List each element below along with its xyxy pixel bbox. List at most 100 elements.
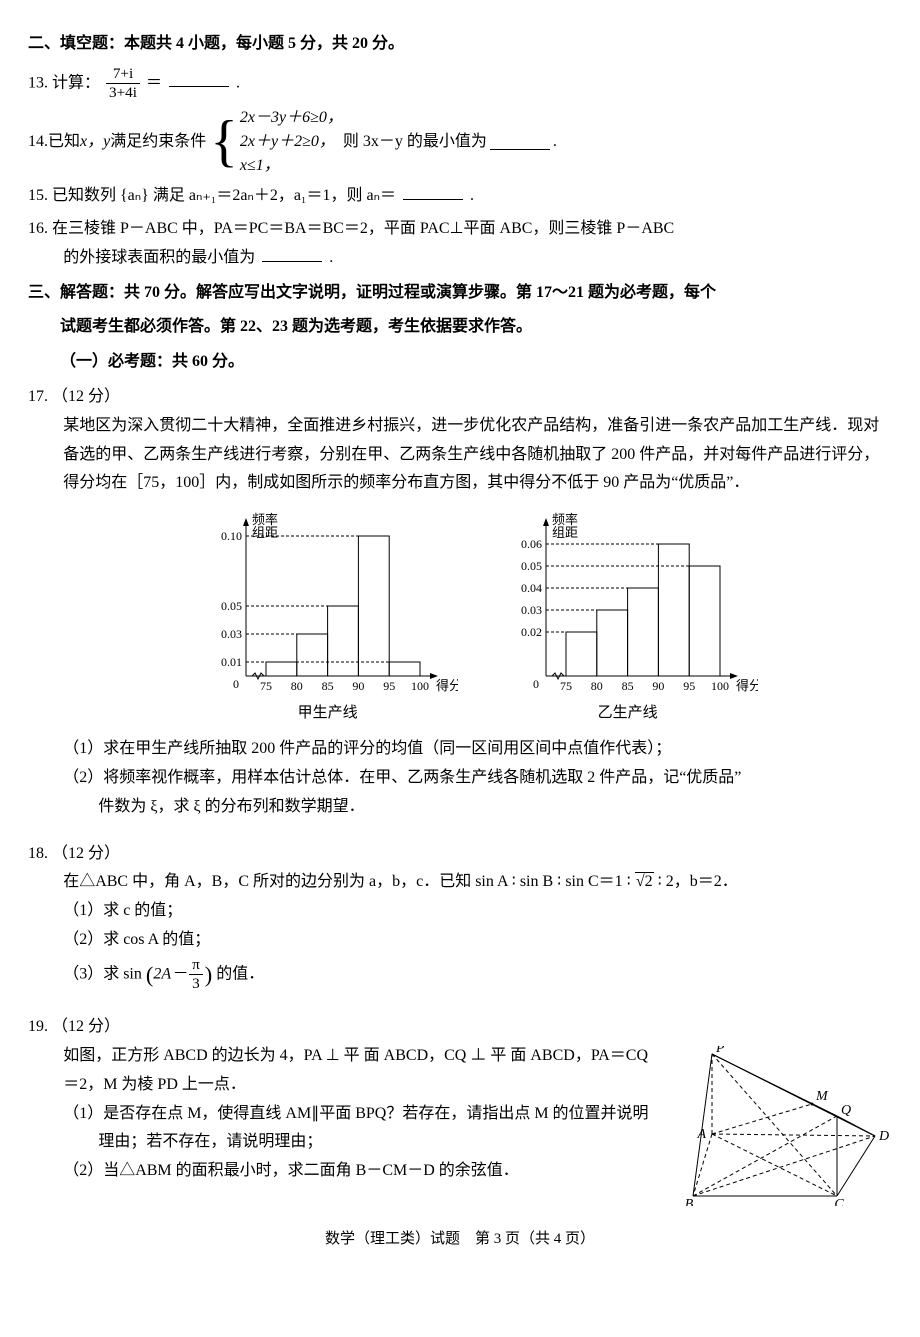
q15-tail: . — [470, 187, 474, 204]
svg-text:C: C — [834, 1197, 844, 1206]
q16: 16. 在三棱锥 P－ABC 中，PA＝PC＝BA＝BC＝2，平面 PAC⊥平面… — [28, 215, 892, 273]
svg-text:0.05: 0.05 — [221, 599, 242, 613]
q13-blank — [169, 71, 229, 87]
section-2-title: 二、填空题：本题共 4 小题，每小题 5 分，共 20 分。 — [28, 30, 892, 59]
svg-text:组距: 组距 — [552, 525, 578, 540]
svg-text:95: 95 — [383, 679, 395, 693]
q17-body: 某地区为深入贯彻二十大精神，全面推进乡村振兴，进一步优化农产品结构，准备引进一条… — [63, 412, 892, 822]
q14-system: { 2x－3y＋6≥0， 2x＋y＋2≥0， x≤1， — [210, 106, 343, 178]
q18-s3-frac-num: π — [189, 956, 203, 975]
q18-p1-a: 在△ABC 中，角 A，B，C 所对的边分别为 a，b，c．已知 sin A ∶… — [63, 873, 635, 890]
chart-jia-svg: 075808590951000.010.030.050.10频率组距得分 — [198, 510, 458, 700]
q18-s3-frac: π3 — [189, 956, 203, 993]
section-3-title-2: 试题考生都必须作答。第 22、23 题为选考题，考生依据要求作答。 — [60, 313, 892, 342]
q18: 18. （12 分） 在△ABC 中，角 A，B，C 所对的边分别为 a，b，c… — [28, 840, 892, 996]
q17-sub1: （1）求在甲生产线所抽取 200 件产品的评分的均值（同一区间用区间中点值作代表… — [63, 735, 892, 764]
q14-c2: 2x＋y＋2≥0， — [240, 130, 343, 154]
q15-blank — [403, 184, 463, 200]
q14: 14. 已知 x，y 满足约束条件 { 2x－3y＋6≥0， 2x＋y＋2≥0，… — [28, 106, 892, 178]
svg-text:0.04: 0.04 — [521, 581, 542, 595]
svg-text:90: 90 — [652, 679, 664, 693]
q17-sub2b: 件数为 ξ，求 ξ 的分布列和数学期望． — [98, 793, 892, 822]
q16-blank — [262, 246, 322, 262]
svg-text:Q: Q — [841, 1103, 851, 1118]
svg-text:0: 0 — [533, 677, 539, 691]
q14-tail-post: . — [553, 128, 557, 157]
q17-p1: 某地区为深入贯彻二十大精神，全面推进乡村振兴，进一步优化农产品结构，准备引进一条… — [63, 412, 892, 498]
q14-vars: x，y — [80, 128, 110, 157]
brace-icon: { — [210, 119, 238, 165]
q13-frac-num: 7+i — [106, 65, 140, 84]
q16-line2-pre: 的外接球表面积的最小值为 — [63, 249, 255, 266]
q17-num: 17. — [28, 388, 48, 405]
q19-num: 19. — [28, 1018, 48, 1035]
q18-s3a: （3）求 sin — [63, 965, 142, 982]
q18-s1: （1）求 c 的值； — [63, 897, 892, 926]
q16-num: 16. — [28, 220, 48, 237]
q18-pts: （12 分） — [52, 845, 120, 862]
chart-yi: 075808590951000.020.030.040.050.06频率组距得分… — [498, 510, 758, 727]
svg-text:80: 80 — [290, 679, 302, 693]
svg-text:M: M — [815, 1089, 829, 1104]
svg-text:85: 85 — [621, 679, 633, 693]
q19-diagram: ABCDPQM — [677, 1046, 892, 1206]
q13-fraction: 7+i 3+4i — [106, 65, 140, 102]
svg-text:0.03: 0.03 — [521, 603, 542, 617]
svg-text:85: 85 — [321, 679, 333, 693]
q19-pts: （12 分） — [52, 1018, 120, 1035]
q18-p1-b: ∶ 2，b＝2． — [654, 873, 738, 890]
q13: 13. 计算： 7+i 3+4i ＝ . — [28, 65, 892, 102]
svg-text:75: 75 — [560, 679, 572, 693]
q13-eq: ＝ — [146, 74, 162, 91]
q13-num: 13. — [28, 74, 48, 91]
q13-pre: 计算： — [52, 74, 100, 91]
svg-text:75: 75 — [260, 679, 272, 693]
svg-text:得分: 得分 — [736, 678, 758, 693]
q14-c1: 2x－3y＋6≥0， — [240, 106, 343, 130]
svg-text:0.05: 0.05 — [521, 559, 542, 573]
q14-tail-pre: 则 3x－y 的最小值为 — [343, 128, 487, 157]
q17-charts: 075808590951000.010.030.050.10频率组距得分 甲生产… — [63, 510, 892, 727]
rparen-icon: ) — [205, 962, 212, 987]
chart-jia: 075808590951000.010.030.050.10频率组距得分 甲生产… — [198, 510, 458, 727]
q18-s3-inner-a: 2A－ — [153, 965, 187, 982]
q17: 17. （12 分） 某地区为深入贯彻二十大精神，全面推进乡村振兴，进一步优化农… — [28, 383, 892, 822]
q18-num: 18. — [28, 845, 48, 862]
svg-text:0: 0 — [233, 677, 239, 691]
q18-s3: （3）求 sin (2A－π3) 的值． — [63, 955, 892, 995]
q15: 15. 已知数列 {aₙ} 满足 aₙ₊₁＝2aₙ＋2，a₁＝1，则 aₙ＝ . — [28, 182, 892, 211]
q15-num: 15. — [28, 187, 48, 204]
svg-text:D: D — [878, 1129, 889, 1144]
q17-pts: （12 分） — [52, 388, 120, 405]
svg-text:0.03: 0.03 — [221, 627, 242, 641]
q17-sub2: （2）将频率视作概率，用样本估计总体．在甲、乙两条生产线各随机选取 2 件产品，… — [63, 764, 892, 793]
svg-text:0.06: 0.06 — [521, 537, 542, 551]
svg-text:100: 100 — [411, 679, 429, 693]
q14-pre: 已知 — [48, 128, 80, 157]
svg-text:95: 95 — [683, 679, 695, 693]
q19-body: ABCDPQM 如图，正方形 ABCD 的边长为 4，PA ⊥ 平 面 ABCD… — [63, 1042, 892, 1186]
section-3-subtitle: （一）必考题：共 60 分。 — [60, 348, 892, 377]
q18-s3b: 的值． — [216, 965, 264, 982]
q16-line1: 在三棱锥 P－ABC 中，PA＝PC＝BA＝BC＝2，平面 PAC⊥平面 ABC… — [52, 220, 674, 237]
q18-body: 在△ABC 中，角 A，B，C 所对的边分别为 a，b，c．已知 sin A ∶… — [63, 868, 892, 995]
svg-text:0.02: 0.02 — [521, 625, 542, 639]
q18-s3-frac-den: 3 — [189, 975, 203, 993]
svg-text:100: 100 — [711, 679, 729, 693]
q14-blank — [490, 134, 550, 150]
svg-text:80: 80 — [590, 679, 602, 693]
svg-text:得分: 得分 — [436, 678, 458, 693]
q14-num: 14. — [28, 128, 48, 157]
svg-text:90: 90 — [352, 679, 364, 693]
svg-text:组距: 组距 — [252, 525, 278, 540]
chart-yi-svg: 075808590951000.020.030.040.050.06频率组距得分 — [498, 510, 758, 700]
q14-mid: 满足约束条件 — [110, 128, 206, 157]
q18-p1: 在△ABC 中，角 A，B，C 所对的边分别为 a，b，c．已知 sin A ∶… — [63, 868, 892, 897]
svg-text:P: P — [715, 1046, 725, 1056]
q19: 19. （12 分） ABCDPQM 如图，正方形 ABCD 的边长为 4，PA… — [28, 1013, 892, 1206]
q16-line2-post: . — [329, 249, 333, 266]
q13-tail: . — [236, 74, 240, 91]
svg-text:0.10: 0.10 — [221, 529, 242, 543]
q18-sqrt2: √2 — [635, 872, 654, 890]
svg-text:A: A — [696, 1127, 706, 1142]
